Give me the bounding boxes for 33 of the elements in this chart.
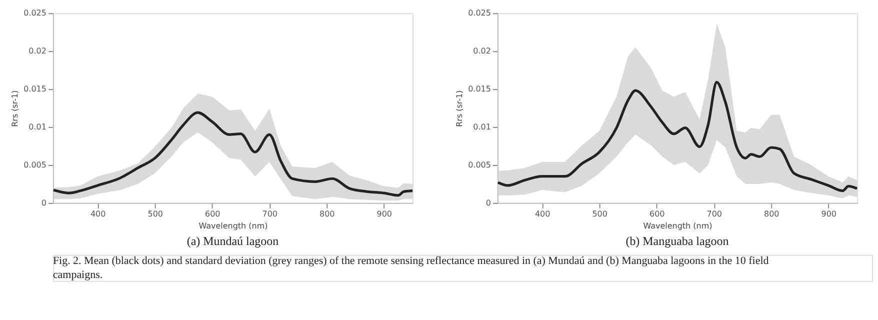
x-axis-title: Wavelength (nm) <box>643 221 712 230</box>
caption: Fig. 2. Mean (black dots) and standard deviation (grey ranges) of the remote sensing reflectance measured in (a) Mundaú and (b) Manguaba lagoons in the 10 field campaigns. <box>52 254 770 281</box>
text: (b) Manguaba lagoon <box>626 234 729 248</box>
y-tick-label: 0.01 <box>28 122 46 132</box>
x-tick-label: 800 <box>320 209 335 218</box>
text: (a) Mundaú lagoon <box>186 234 279 248</box>
y-tick-label: 0 <box>486 198 491 208</box>
y-tick-label: 0.005 <box>468 160 491 170</box>
y-tick-label: 0.025 <box>24 8 46 18</box>
y-axis-title: Rrs (sr-1) <box>10 90 20 127</box>
line-series <box>52 111 414 197</box>
x-tick-label: 400 <box>90 209 106 218</box>
x-tick-label: 900 <box>821 209 837 218</box>
x-tick-label: 900 <box>376 209 392 218</box>
y-tick-label: 0.015 <box>24 84 46 94</box>
y-tick-label: 0.015 <box>468 84 491 94</box>
y-tick-label: 0.01 <box>473 122 491 132</box>
x-tick-label: 500 <box>592 209 608 218</box>
x-tick-label: 800 <box>764 209 780 218</box>
x-axis-title: Wavelength (nm) <box>198 221 268 230</box>
y-tick-label: 0.025 <box>468 8 491 18</box>
y-axis-title: Rrs (sr-1) <box>455 90 464 127</box>
y-tick-label: 0.02 <box>28 46 46 56</box>
y-tick-label: 0 <box>41 198 46 208</box>
y-tick-label: 0.005 <box>24 160 46 170</box>
x-tick-label: 600 <box>649 209 665 218</box>
x-tick-label: 700 <box>706 209 722 218</box>
x-tick-label: 600 <box>204 209 220 218</box>
x-tick-label: 700 <box>262 209 278 218</box>
y-tick-label: 0.02 <box>473 46 491 56</box>
line-series <box>496 80 858 192</box>
x-tick-label: 500 <box>148 209 163 218</box>
x-tick-label: 400 <box>534 209 550 218</box>
